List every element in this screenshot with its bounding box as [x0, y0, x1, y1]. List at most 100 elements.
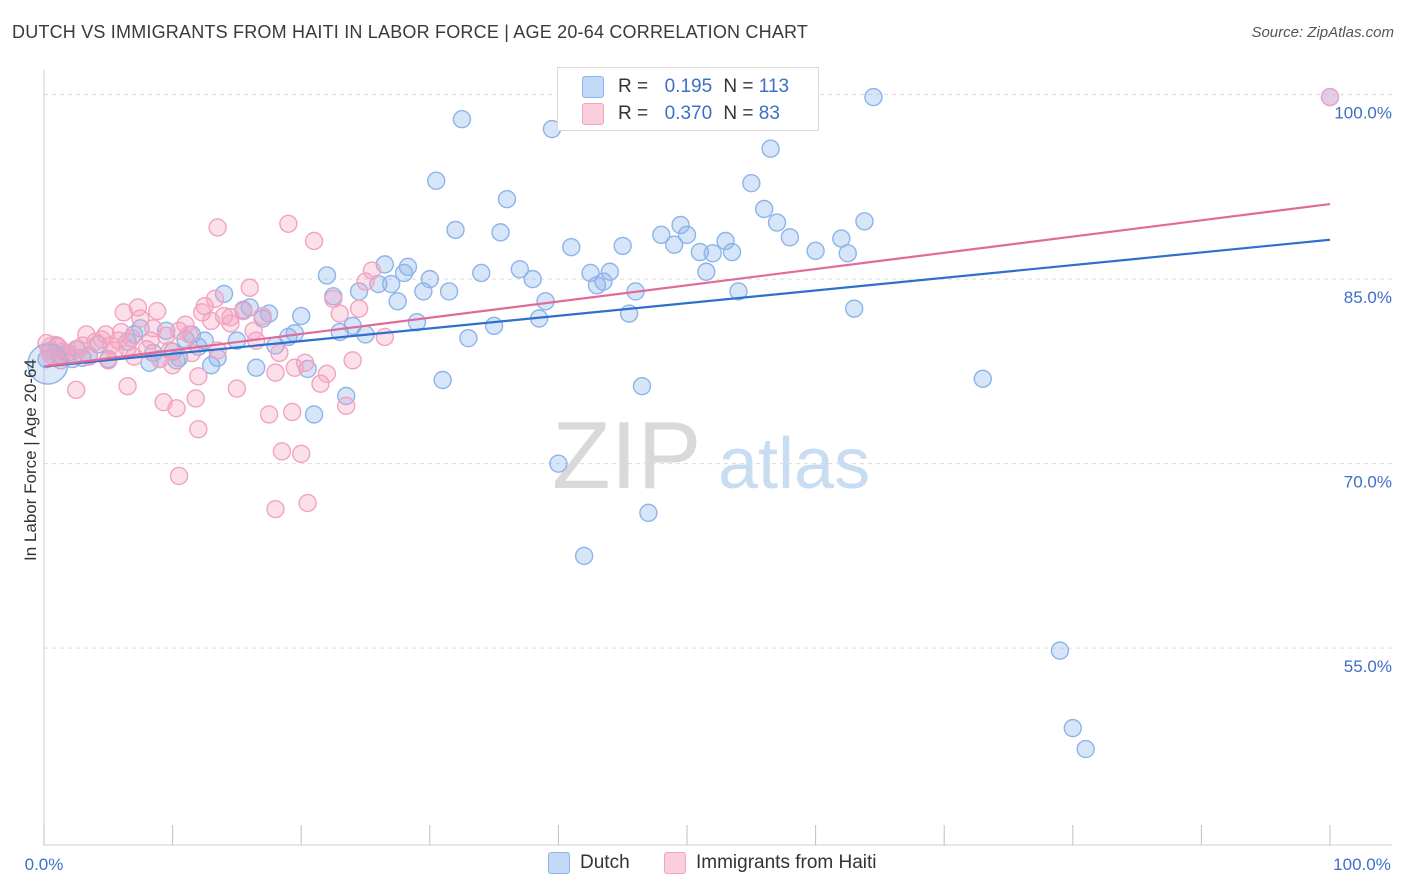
- data-point: [253, 306, 272, 326]
- data-point: [459, 328, 478, 348]
- data-point: [362, 261, 382, 280]
- data-point: [208, 218, 227, 237]
- legend-r-label: R =: [618, 103, 649, 124]
- data-point: [266, 363, 285, 382]
- legend-row-dutch: R = 0.195 N = 113: [582, 74, 789, 100]
- data-point: [189, 420, 208, 439]
- data-point: [169, 466, 189, 486]
- data-point: [433, 370, 452, 390]
- data-point: [549, 454, 568, 473]
- bottom-legend-label-dutch: Dutch: [580, 852, 630, 873]
- data-point: [221, 308, 240, 327]
- data-point: [452, 110, 472, 129]
- grid-lines: [44, 94, 1392, 649]
- y-tick-label: 100.0%: [1334, 104, 1392, 123]
- data-point: [304, 231, 324, 251]
- data-point: [375, 327, 394, 347]
- data-point: [1050, 641, 1070, 660]
- data-point: [66, 380, 86, 400]
- data-point: [343, 351, 362, 370]
- data-point: [703, 244, 722, 263]
- data-point: [167, 399, 186, 418]
- data-point: [491, 223, 510, 242]
- watermark-atlas: atlas: [718, 424, 870, 504]
- data-point: [761, 139, 780, 158]
- data-point: [240, 278, 259, 297]
- data-point: [664, 235, 684, 254]
- data-point: [562, 237, 581, 257]
- correlation-legend: R = 0.195 N = 113 R = 0.370 N = 83: [557, 67, 819, 131]
- legend-swatch-haiti: [582, 103, 604, 125]
- data-point: [292, 444, 311, 464]
- data-point: [227, 379, 247, 398]
- data-point: [118, 376, 137, 396]
- legend-row-haiti: R = 0.370 N = 83: [582, 101, 780, 127]
- trend-line-dutch: [43, 238, 1331, 368]
- data-point: [420, 269, 439, 289]
- data-point: [285, 358, 304, 377]
- legend-n-value-dutch: 113: [758, 76, 790, 97]
- data-point: [382, 274, 401, 294]
- data-point: [128, 298, 148, 317]
- data-point: [742, 173, 761, 193]
- data-point: [266, 499, 285, 519]
- data-point: [754, 199, 774, 219]
- x-tick-label: 0.0%: [25, 855, 64, 874]
- data-point: [189, 367, 208, 386]
- data-point-cluster: [39, 335, 69, 366]
- legend-n-label: N =: [723, 76, 754, 97]
- data-point: [780, 228, 800, 247]
- y-tick-label: 70.0%: [1344, 473, 1392, 492]
- data-point: [180, 325, 199, 344]
- legend-swatch-dutch: [582, 76, 604, 98]
- data-point: [446, 220, 465, 240]
- data-point: [1076, 739, 1095, 759]
- data-point: [259, 405, 279, 424]
- data-point: [186, 389, 205, 408]
- bottom-legend-haiti: Immigrants from Haiti: [664, 852, 877, 874]
- data-point: [398, 257, 418, 277]
- data-point: [574, 546, 594, 566]
- legend-n-value-haiti: 83: [758, 103, 780, 124]
- data-point: [214, 284, 234, 304]
- source-label: Source: ZipAtlas.com: [1251, 24, 1394, 41]
- data-point: [594, 272, 613, 291]
- data-point: [677, 225, 697, 245]
- data-point: [844, 299, 864, 318]
- data-point: [205, 289, 225, 309]
- data-point: [652, 225, 671, 245]
- data-point: [697, 262, 716, 281]
- data-point: [523, 269, 542, 289]
- data-point: [279, 214, 298, 233]
- data-point: [671, 215, 690, 235]
- data-point: [114, 303, 133, 322]
- bottom-swatch-haiti: [664, 852, 686, 874]
- data-point: [716, 231, 735, 251]
- bottom-legend-dutch: Dutch: [548, 852, 630, 874]
- data-point: [729, 282, 748, 301]
- data-point: [337, 396, 356, 416]
- data-point: [510, 260, 530, 279]
- axes: [43, 70, 1392, 846]
- data-point: [176, 315, 195, 334]
- data-point: [722, 242, 742, 262]
- data-point: [311, 374, 330, 393]
- legend-r-value-dutch: 0.195: [664, 76, 713, 97]
- data-point: [356, 272, 375, 291]
- data-point: [304, 405, 324, 424]
- series-haiti: [37, 87, 1340, 519]
- data-point: [131, 309, 150, 328]
- trend-line-haiti: [43, 202, 1331, 368]
- watermark: ZIP atlas: [552, 402, 870, 509]
- data-point: [864, 87, 883, 107]
- data-point: [337, 386, 356, 406]
- data-point: [855, 212, 874, 231]
- data-point: [806, 241, 825, 261]
- data-point: [484, 316, 504, 336]
- data-point: [140, 353, 159, 372]
- data-point: [439, 282, 459, 301]
- data-point: [221, 314, 240, 333]
- y-axis-label: In Labor Force | Age 20-64: [21, 359, 40, 561]
- data-point: [292, 306, 311, 326]
- bottom-legend-label-haiti: Immigrants from Haiti: [696, 852, 877, 873]
